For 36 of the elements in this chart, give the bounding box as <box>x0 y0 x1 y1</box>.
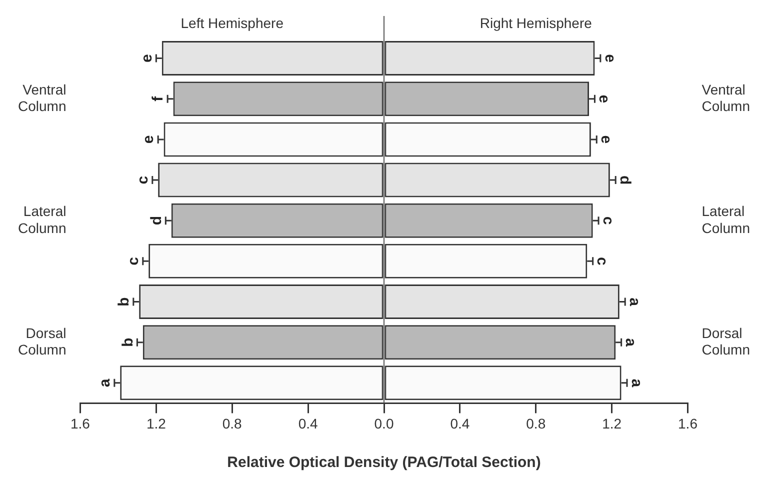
data-label: e <box>597 135 614 144</box>
x-tick-label: 0.8 <box>526 415 546 432</box>
data-label: c <box>594 257 611 266</box>
x-axis-title: Relative Optical Density (PAG/Total Section) <box>227 454 541 472</box>
data-label: a <box>626 298 643 307</box>
x-tick-label: 0.0 <box>374 415 394 432</box>
data-label: c <box>599 216 616 225</box>
category-label: Ventral Column <box>702 81 750 114</box>
data-label: e <box>140 135 158 144</box>
category-label: Dorsal Column <box>702 324 750 358</box>
data-label: e <box>601 54 618 62</box>
category-label: Lateral Column <box>702 203 750 236</box>
y-tick-label: Dorsal Column <box>18 324 66 358</box>
data-label: e <box>596 94 613 104</box>
data-label: b <box>119 338 136 347</box>
x-tick-label: 0.4 <box>450 415 470 432</box>
x-tick-label: 0.8 <box>222 415 242 432</box>
data-label: a <box>96 378 114 388</box>
data-label: f <box>150 95 167 102</box>
data-label: c <box>125 257 142 266</box>
y-tick-label: Ventral Column <box>18 81 66 114</box>
data-label: d <box>616 175 634 185</box>
data-label: e <box>138 54 156 62</box>
data-label: c <box>134 176 152 184</box>
x-tick-label: 0.4 <box>298 415 318 432</box>
annotation: Right Hemisphere <box>480 14 592 31</box>
x-tick-label: 1.6 <box>70 415 90 432</box>
data-label: a <box>622 338 640 348</box>
data-label: a <box>628 378 645 388</box>
x-tick-label: 1.6 <box>678 415 698 432</box>
x-tick-label: 1.2 <box>146 415 166 432</box>
x-tick-label: 1.2 <box>602 415 622 432</box>
y-tick-label: Lateral Column <box>18 203 66 236</box>
annotation: Left Hemisphere <box>180 14 284 31</box>
data-label: b <box>116 297 133 306</box>
data-label: d <box>148 216 165 226</box>
